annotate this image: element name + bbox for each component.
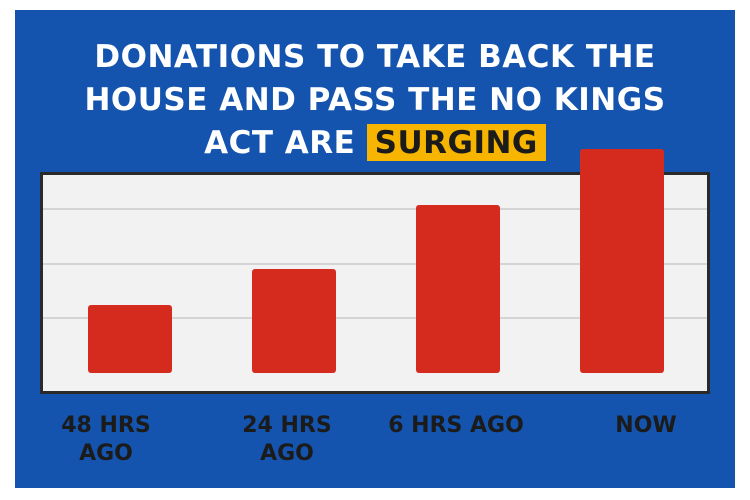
x-tick-label-48-hrs-ago: 48 HRS AGO: [61, 413, 151, 466]
bar-now: [580, 149, 664, 373]
title-line-3-prefix: ACT ARE: [204, 125, 356, 161]
title-line-3: ACT ARE SURGING: [0, 122, 750, 165]
bar-24-hrs-ago: [252, 269, 336, 373]
x-tick-label-24-hrs-ago: 24 HRS AGO: [242, 413, 332, 466]
title-line-1: DONATIONS TO TAKE BACK THE: [94, 39, 656, 75]
title-line-2: HOUSE AND PASS THE NO KINGS: [84, 82, 666, 118]
x-tick-label-now: NOW: [615, 413, 677, 438]
bar-6-hrs-ago: [416, 205, 500, 373]
chart-title: DONATIONS TO TAKE BACK THE HOUSE AND PAS…: [0, 36, 750, 165]
title-highlight: SURGING: [366, 124, 546, 161]
x-tick-label-6-hrs-ago: 6 HRS AGO: [388, 413, 524, 438]
bar-48-hrs-ago: [88, 305, 172, 373]
